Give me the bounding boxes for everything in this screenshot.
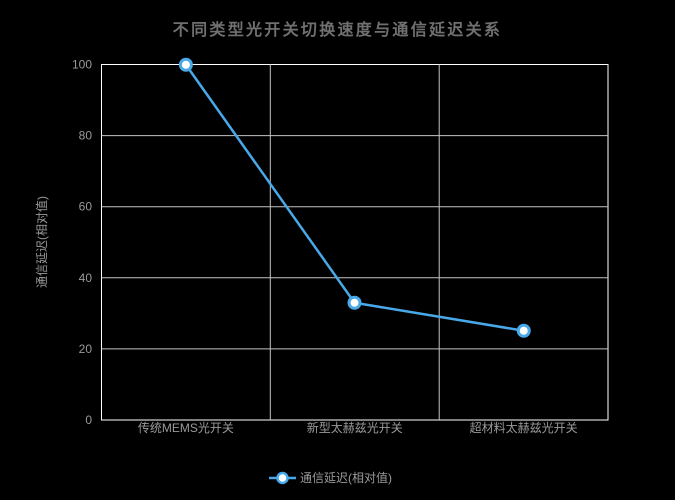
svg-text:100: 100 [72, 58, 92, 72]
svg-text:0: 0 [85, 413, 92, 427]
svg-text:通信延迟(相对值): 通信延迟(相对值) [300, 470, 392, 485]
svg-text:新型太赫兹光开关: 新型太赫兹光开关 [307, 420, 403, 435]
svg-text:80: 80 [79, 129, 93, 143]
svg-text:通信延迟(相对值): 通信延迟(相对值) [34, 196, 49, 288]
svg-text:40: 40 [79, 271, 93, 285]
svg-text:60: 60 [79, 200, 93, 214]
svg-text:传统MEMS光开关: 传统MEMS光开关 [138, 420, 234, 435]
svg-text:20: 20 [79, 342, 93, 356]
svg-text:超材料太赫兹光开关: 超材料太赫兹光开关 [470, 420, 578, 435]
